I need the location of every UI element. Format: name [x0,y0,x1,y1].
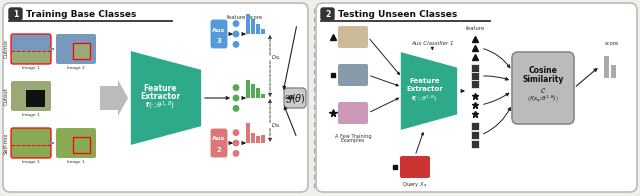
Bar [261,94,264,98]
Text: Feature: Feature [409,78,440,84]
Text: 2: 2 [216,147,221,153]
Text: Image 1: Image 1 [67,160,85,164]
Bar [73,137,90,153]
Bar [246,80,250,98]
Bar [26,90,45,106]
Circle shape [232,84,240,92]
Text: Training Base Classes: Training Base Classes [26,9,136,18]
Text: Aux: Aux [212,27,226,33]
Text: A Few Training: A Few Training [335,134,371,139]
Bar [261,29,264,34]
Text: $\mathcal{C}$: $\mathcal{C}$ [540,85,546,94]
Text: $\left(f(x_q;\theta^{1,B})\right)$: $\left(f(x_q;\theta^{1,B})\right)$ [527,93,559,105]
Bar [604,56,609,78]
Polygon shape [100,80,128,116]
Bar [11,51,51,64]
Text: $\mathcal{J}(\theta)$: $\mathcal{J}(\theta)$ [285,92,305,104]
Text: Cutout: Cutout [4,87,9,105]
Text: 2: 2 [325,9,330,18]
Bar [256,136,259,143]
Bar [471,80,479,88]
Text: Extractor: Extractor [140,92,180,101]
FancyBboxPatch shape [400,156,430,178]
Circle shape [232,139,240,147]
Circle shape [232,20,240,28]
Circle shape [232,104,240,112]
Text: Self-mix: Self-mix [4,132,9,154]
Text: Image 2: Image 2 [67,66,85,70]
Bar [251,19,255,34]
Bar [246,14,250,34]
Bar [256,24,259,34]
Polygon shape [130,50,202,146]
Bar [256,88,259,98]
Bar [471,122,479,130]
Bar [251,133,255,143]
Text: Extractor: Extractor [406,86,443,92]
FancyBboxPatch shape [9,8,22,20]
FancyBboxPatch shape [338,26,368,48]
Bar [471,140,479,148]
FancyBboxPatch shape [56,128,96,158]
Text: Examples: Examples [341,138,365,143]
Text: Cosine: Cosine [529,65,557,74]
FancyBboxPatch shape [11,128,51,158]
Text: Testing Unseen Classes: Testing Unseen Classes [338,9,457,18]
Text: feature: feature [227,15,246,19]
Text: $\mathbf{f}(\cdot;\theta^{1,B})$: $\mathbf{f}(\cdot;\theta^{1,B})$ [411,94,438,104]
Text: 1: 1 [13,9,18,18]
FancyBboxPatch shape [284,88,306,108]
Circle shape [232,30,240,38]
Text: score: score [249,15,263,19]
Circle shape [232,129,240,137]
FancyBboxPatch shape [512,52,574,124]
Text: Query $X_q$: Query $X_q$ [403,181,428,191]
Text: Image 1: Image 1 [22,66,40,70]
Text: Aux: Aux [212,136,226,142]
Bar [246,123,250,143]
FancyBboxPatch shape [210,19,228,49]
Text: Image 1: Image 1 [22,113,40,117]
Bar [611,65,616,78]
Circle shape [232,40,240,48]
Text: Feature: Feature [143,83,177,93]
FancyBboxPatch shape [321,8,334,20]
Text: Cutmix: Cutmix [4,38,9,57]
Text: Image 1: Image 1 [22,160,40,164]
FancyBboxPatch shape [11,81,51,111]
Bar [73,43,90,59]
Text: $D_{KL}$: $D_{KL}$ [271,54,282,63]
Text: 3: 3 [216,38,221,44]
Circle shape [232,94,240,102]
Text: Aux Classifier 1: Aux Classifier 1 [411,41,454,45]
FancyBboxPatch shape [338,102,368,124]
Circle shape [232,149,240,157]
FancyBboxPatch shape [11,34,51,64]
Text: feature: feature [465,25,484,31]
Text: $D_{KL}$: $D_{KL}$ [284,93,296,103]
FancyBboxPatch shape [316,3,637,192]
FancyBboxPatch shape [56,34,96,64]
Bar [261,135,264,143]
Bar [471,72,479,80]
FancyBboxPatch shape [210,128,228,158]
FancyBboxPatch shape [338,64,368,86]
Bar [471,64,479,72]
Text: Similarity: Similarity [522,74,564,83]
Text: $\mathbf{f}(\cdot;\theta^{1,B})$: $\mathbf{f}(\cdot;\theta^{1,B})$ [145,100,175,112]
FancyBboxPatch shape [3,3,308,192]
Bar [251,84,255,98]
Bar [471,131,479,139]
Polygon shape [400,51,458,131]
Text: score: score [605,41,619,45]
Text: $D_{KL}$: $D_{KL}$ [271,121,282,130]
